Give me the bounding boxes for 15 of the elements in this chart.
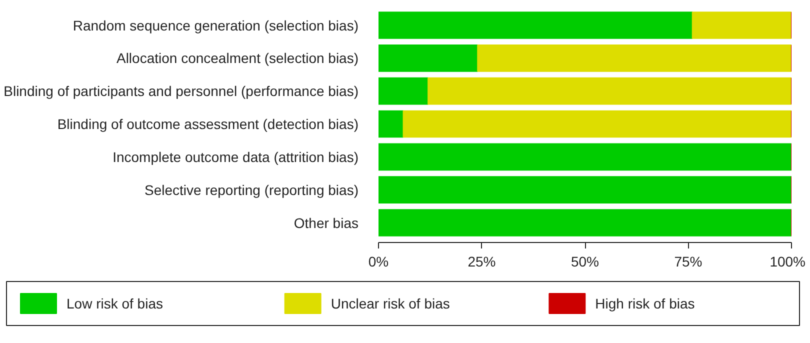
legend-label: High risk of bias [595,296,695,312]
legend-label: Low risk of bias [66,296,163,312]
legend-label: Unclear risk of bias [330,296,450,312]
y-tick-label: Incomplete outcome data (attrition bias) [112,148,359,165]
y-tick-label: Other bias [294,214,359,231]
y-tick-label: Selective reporting (reporting bias) [144,182,359,198]
y-tick-label: Allocation concealment (selection bias) [116,50,359,66]
x-tick-label: 100% [770,254,806,270]
y-tick-label: Random sequence generation (selection bias) [72,17,359,34]
x-tick-label: 0% [368,254,389,270]
x-tick-label: 50% [570,254,600,270]
y-tick-label: Blinding of outcome assessment (detection bias) [57,116,359,132]
x-tick-label: 75% [674,254,702,270]
x-tick-label: 25% [468,254,496,270]
y-tick-label: Blinding of participants and personnel (performance bias) [4,83,359,100]
